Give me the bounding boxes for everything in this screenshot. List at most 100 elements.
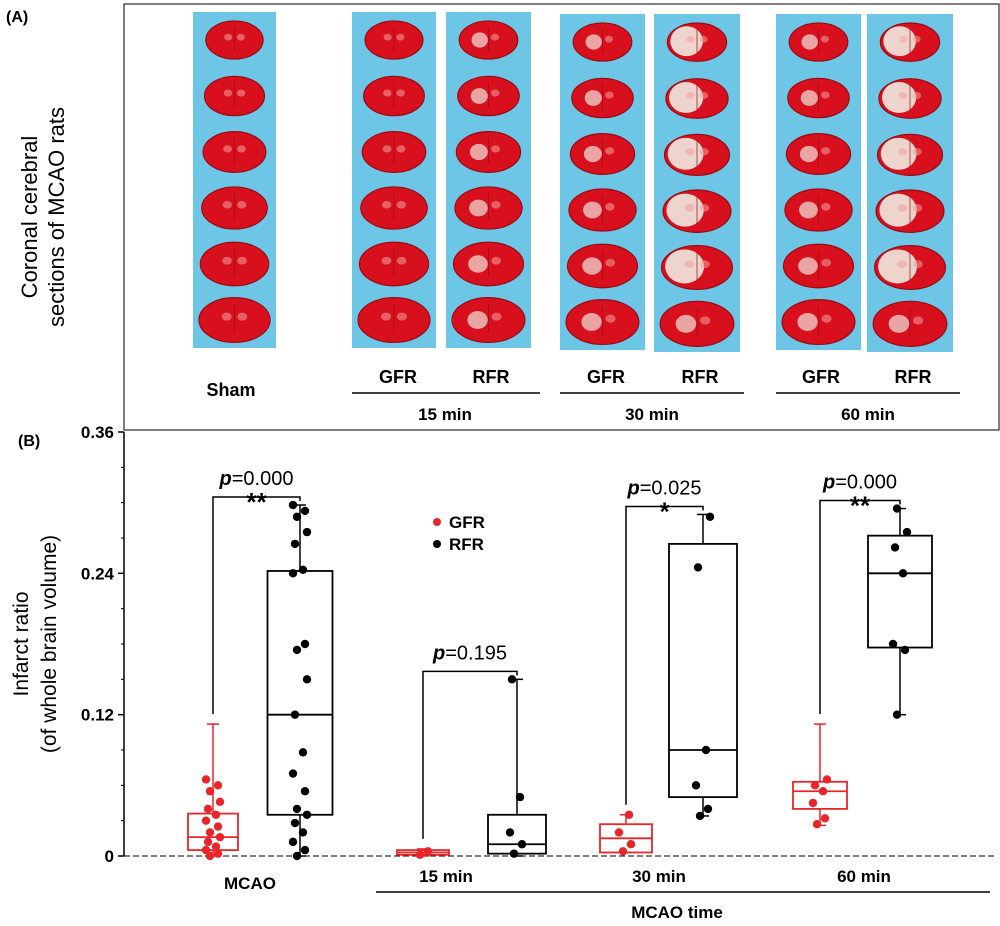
brain-slice: [205, 20, 264, 60]
data-point: [302, 675, 312, 684]
data-point: [808, 798, 818, 808]
data-point: [298, 565, 308, 574]
ventricle: [491, 145, 501, 153]
ventricle: [821, 258, 832, 267]
brain-slice: [784, 188, 853, 232]
data-point: [624, 810, 634, 819]
brain-slice: [788, 22, 849, 62]
group-15-min: p=0.195: [396, 642, 547, 860]
significance-stars: **: [850, 491, 871, 521]
chart-ylabel-line1: Infarct ratio: [10, 591, 33, 696]
data-point: [215, 797, 225, 807]
data-point: [302, 527, 312, 537]
y-tick-label: 0.36: [81, 423, 114, 442]
col-label-rfr-60: RFR: [895, 367, 932, 387]
brain-slice: [568, 188, 637, 232]
data-point: [205, 828, 215, 837]
box-rfr: [867, 504, 933, 719]
brain-column-bg: [867, 14, 953, 352]
legend-marker-gfr: [433, 518, 441, 526]
ventricle: [383, 33, 392, 41]
brain-column-gfr60: [776, 14, 861, 350]
brain-slice: [659, 300, 735, 347]
ventricle: [491, 312, 502, 321]
brain-slice: [572, 22, 633, 62]
brain-column-bg: [560, 14, 645, 350]
data-point: [892, 710, 902, 719]
brain-slice: [878, 78, 942, 119]
brain-slice: [360, 186, 428, 230]
box-iqr: [668, 542, 738, 799]
ventricle: [820, 35, 830, 43]
ventricle: [396, 145, 406, 153]
ventricle: [807, 91, 817, 99]
ventricle: [897, 260, 908, 269]
data-point: [415, 850, 425, 860]
data-point: [822, 775, 832, 784]
ventricle: [820, 91, 830, 99]
brain-slice: [363, 75, 425, 117]
ventricle: [604, 91, 614, 99]
brain-slice: [451, 297, 526, 344]
col-label-gfr-15: GFR: [379, 367, 417, 387]
infarct-region: [883, 26, 916, 57]
ventricle: [490, 89, 500, 97]
data-point: [890, 543, 900, 552]
data-point: [820, 814, 830, 823]
col-label-gfr-30: GFR: [587, 367, 625, 387]
brain-slice: [571, 77, 634, 119]
data-point: [703, 804, 713, 814]
brain-slice: [203, 75, 266, 117]
brain-column-bg: [193, 12, 276, 348]
brain-slice: [566, 243, 639, 289]
panel-a-frame: [123, 3, 1000, 431]
infarct-region: [878, 249, 918, 284]
ventricle: [896, 316, 908, 325]
box-rfr: [668, 512, 738, 821]
brain-slice: [875, 189, 945, 233]
data-point: [691, 781, 701, 790]
data-point: [300, 845, 310, 855]
data-point: [618, 847, 628, 856]
sham-label: Sham: [206, 380, 255, 400]
ventricle: [381, 256, 392, 265]
data-point: [300, 506, 310, 516]
brain-slice: [458, 20, 519, 60]
infarct-region: [669, 82, 704, 113]
group-60-min: **p=0.000: [792, 472, 933, 829]
p-value-label: p=0.195: [432, 642, 507, 664]
y-tick-label: 0.24: [81, 564, 115, 583]
ventricle: [604, 35, 614, 43]
chart-ylabel-line2: (of whole brain volume): [38, 535, 61, 753]
data-point: [211, 810, 221, 819]
ventricle: [476, 145, 486, 153]
ventricle: [589, 314, 600, 323]
y-tick-label: 0: [105, 847, 114, 866]
ventricle: [237, 145, 246, 153]
col-label-rfr-15: RFR: [473, 367, 510, 387]
ventricle: [222, 256, 232, 265]
ventricle: [396, 312, 407, 321]
data-point: [288, 569, 298, 578]
x-category-15min: 15 min: [419, 867, 473, 886]
data-point: [812, 820, 822, 829]
panel-a-label: (A): [6, 9, 28, 26]
data-point: [203, 837, 213, 847]
ventricle: [236, 89, 246, 97]
ventricle: [396, 256, 407, 265]
ventricle: [383, 89, 392, 97]
brain-slice: [665, 78, 729, 119]
brain-slice: [879, 22, 941, 62]
ventricle: [899, 35, 908, 43]
brain-section-columns: [193, 12, 953, 352]
ventricle: [685, 91, 695, 100]
ventricle: [224, 33, 233, 41]
data-point: [213, 781, 223, 790]
brain-slice: [361, 131, 427, 173]
brain-slice: [787, 77, 850, 119]
ventricle: [912, 204, 923, 212]
infarct-region: [880, 137, 917, 170]
ventricle: [685, 148, 695, 156]
data-point: [205, 787, 215, 796]
ventricle: [237, 256, 247, 265]
